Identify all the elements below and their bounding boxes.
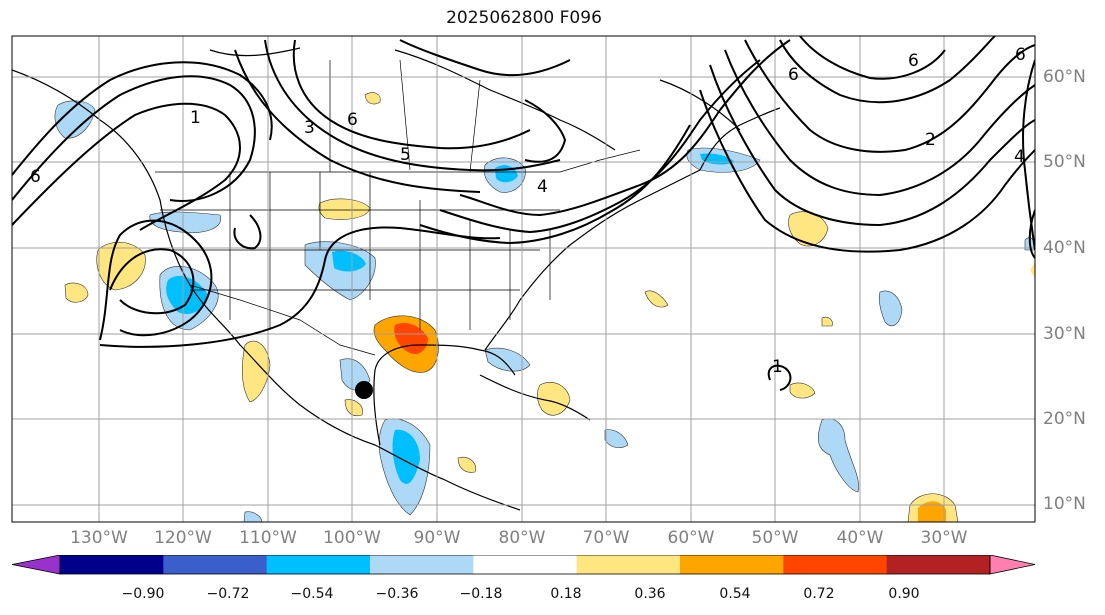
contour-label: 6 <box>908 51 919 71</box>
lat-label: 30°N <box>1043 324 1086 344</box>
lon-label: 50°W <box>751 528 799 548</box>
map-title: 2025062800 F096 <box>446 8 602 28</box>
contour-label-group: 1 3 6 5 6 2 6 6 6 4 4 1 <box>30 45 1026 377</box>
colorbar-tick-label: −0.54 <box>290 586 334 602</box>
lon-label: 130°W <box>70 528 128 548</box>
contour-label: 6 <box>30 167 41 187</box>
contour-label: 5 <box>400 145 411 165</box>
colorbar-segment <box>576 555 681 574</box>
colorbar-segment <box>163 555 268 574</box>
lon-label: 60°W <box>667 528 715 548</box>
colorbar-segments <box>11 555 1036 575</box>
contour-label: 6 <box>347 110 358 130</box>
graticule <box>12 36 1035 522</box>
lon-label: 30°W <box>920 528 968 548</box>
lon-label: 100°W <box>323 528 381 548</box>
pressure-contours <box>12 36 1035 391</box>
colorbar-segment <box>370 555 474 574</box>
lon-label: 80°W <box>498 528 546 548</box>
coastlines <box>12 47 781 511</box>
anomaly-shading <box>54 92 1035 522</box>
colorbar-segment <box>886 555 991 574</box>
lon-label: 110°W <box>239 528 297 548</box>
lon-label: 90°W <box>413 528 461 548</box>
lat-label: 20°N <box>1043 409 1086 429</box>
colorbar-tick-label: 0.36 <box>634 586 666 602</box>
colorbar-tick-label: −0.36 <box>375 586 419 602</box>
colorbar-tick-label: −0.18 <box>459 586 503 602</box>
colorbar-tick-label: 0.72 <box>803 586 835 602</box>
contour-label: 3 <box>304 118 315 138</box>
colorbar-tick-label: 0.90 <box>888 586 920 602</box>
colorbar-extend-max <box>989 555 1036 575</box>
colorbar <box>11 555 1036 575</box>
contour-label: 2 <box>925 130 936 150</box>
colorbar-extend-min <box>11 555 61 575</box>
lat-label: 50°N <box>1043 152 1086 172</box>
lat-label: 40°N <box>1043 238 1086 258</box>
colorbar-segment <box>266 555 371 574</box>
storm-center-dot <box>355 381 373 399</box>
colorbar-segment <box>783 555 888 574</box>
weather-map: 1 3 6 5 6 2 6 6 6 4 4 1 <box>11 35 1036 523</box>
contour-label: 4 <box>537 177 548 197</box>
contour-label: 1 <box>190 108 201 128</box>
lat-label: 60°N <box>1043 67 1086 87</box>
lon-label: 70°W <box>582 528 630 548</box>
contour-label: 6 <box>788 65 799 85</box>
colorbar-tick-label: −0.72 <box>206 586 250 602</box>
lon-label: 120°W <box>154 528 212 548</box>
colorbar-tick-label: −0.90 <box>121 586 165 602</box>
colorbar-segment <box>60 555 164 574</box>
colorbar-segment <box>680 555 784 574</box>
colorbar-tick-label: 0.18 <box>550 586 582 602</box>
colorbar-frame <box>59 555 991 575</box>
contour-label: 4 <box>1014 147 1025 167</box>
colorbar-segment <box>473 555 578 574</box>
lon-label: 40°W <box>836 528 884 548</box>
lat-label: 10°N <box>1043 494 1086 514</box>
contour-label: 1 <box>772 357 783 377</box>
contour-label: 6 <box>1015 45 1026 65</box>
colorbar-tick-label: 0.54 <box>719 586 751 602</box>
